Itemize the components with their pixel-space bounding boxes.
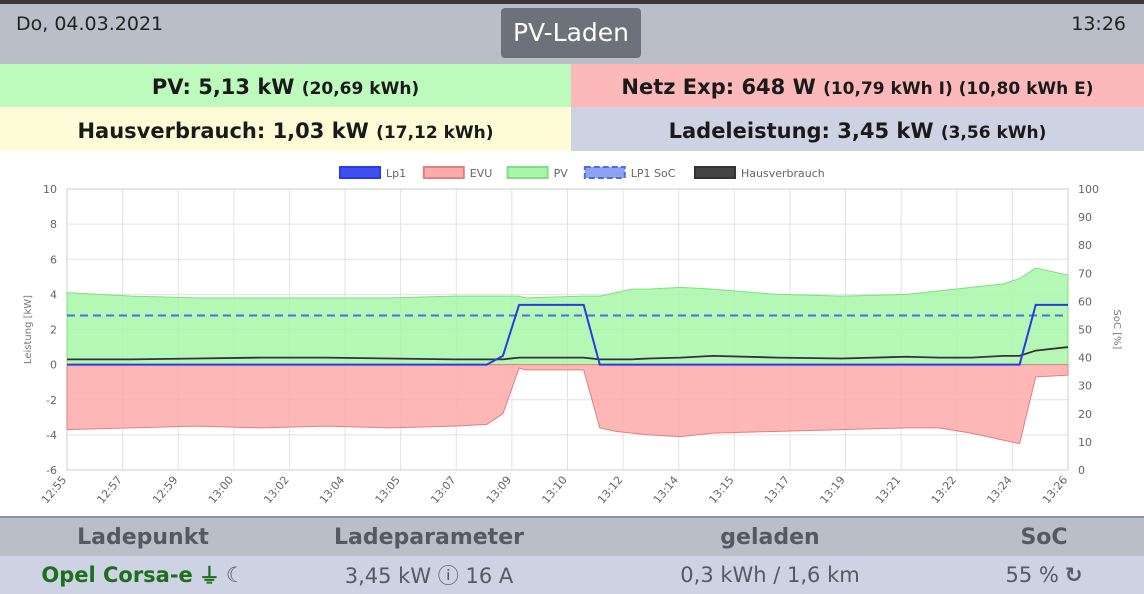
column-header-ladeparameter: Ladeparameter — [334, 524, 524, 550]
x-tick-label: 13:09 — [484, 474, 514, 507]
x-tick-label: 13:22 — [929, 474, 959, 507]
x-tick-label: 13:02 — [261, 474, 291, 507]
legend-swatch — [339, 166, 381, 179]
vehicle-name[interactable]: Opel Corsa-e — [41, 563, 193, 587]
x-tick-label: 12:57 — [95, 474, 125, 507]
charge-summary: Ladeleistung: 3,45 kW (3,56 kWh) — [571, 107, 1144, 151]
legend-label: EVU — [470, 167, 493, 180]
charge-energy: (3,56 kWh) — [940, 123, 1047, 143]
vehicle-cell[interactable]: Opel Corsa-e ⏚ ☾ — [28, 556, 258, 594]
y2-tick-label: 90 — [1078, 211, 1092, 224]
column-header-ladepunkt: Ladepunkt — [77, 524, 209, 550]
y-tick-label: 2 — [50, 324, 57, 337]
y2-axis-label: SoC [%] — [1111, 310, 1122, 350]
mode-title-button[interactable]: PV-Laden — [501, 8, 641, 58]
x-tick-label: 13:19 — [818, 474, 848, 507]
x-tick-label: 13:12 — [595, 474, 625, 507]
legend-swatch — [583, 166, 626, 179]
house-summary: Hausverbrauch: 1,03 kW (17,12 kWh) — [0, 107, 571, 151]
x-tick-label: 13:26 — [1040, 474, 1070, 507]
header-bar: Do, 04.03.2021 PV-Laden 13:26 — [0, 0, 1144, 64]
grid-value: Netz Exp: 648 W — [621, 75, 816, 99]
y-tick-label: -2 — [46, 394, 57, 407]
x-tick-label: 13:00 — [206, 474, 236, 507]
x-tick-label: 13:14 — [651, 474, 681, 507]
y2-tick-label: 60 — [1078, 295, 1092, 308]
x-tick-label: 13:21 — [873, 474, 903, 507]
y-tick-label: -4 — [46, 429, 57, 442]
charge-value: Ladeleistung: 3,45 kW — [668, 119, 934, 143]
y-tick-label: -6 — [46, 464, 57, 477]
legend-label: Lp1 — [386, 167, 406, 180]
refresh-icon[interactable]: ↻ — [1064, 563, 1083, 587]
x-tick-label: 13:07 — [428, 474, 458, 507]
y2-tick-label: 30 — [1078, 380, 1092, 393]
x-tick-label: 12:59 — [150, 474, 180, 507]
y-tick-label: 6 — [50, 253, 57, 266]
legend-swatch — [506, 166, 549, 179]
y-tick-label: 8 — [50, 218, 57, 231]
legend-swatch — [694, 166, 736, 179]
charged-amount: 0,3 kWh / 1,6 km — [680, 563, 860, 587]
legend-item[interactable]: Hausverbrauch — [694, 166, 825, 180]
header-time: 13:26 — [1071, 13, 1126, 35]
y2-tick-label: 50 — [1078, 324, 1092, 337]
y2-tick-label: 10 — [1078, 436, 1092, 449]
y-axis-label: Leistung [kW] — [23, 295, 34, 364]
grid-energy: (10,79 kWh I) (10,80 kWh E) — [823, 79, 1094, 99]
grid-summary: Netz Exp: 648 W (10,79 kWh I) (10,80 kWh… — [571, 64, 1144, 107]
x-tick-label: 12:55 — [39, 474, 69, 507]
house-value: Hausverbrauch: 1,03 kW — [77, 119, 369, 143]
charge-params[interactable]: 3,45 kW ⓘ 16 A — [344, 564, 514, 588]
chargepoint-row[interactable]: Opel Corsa-e ⏚ ☾ 3,45 kW ⓘ 16 A 0,3 kWh … — [0, 556, 1144, 594]
plug-icon: ⏚ — [198, 564, 220, 588]
chart-legend[interactable]: Lp1 EVU PV LP1 SoC Hausverbrauch — [339, 166, 825, 180]
legend-swatch — [422, 166, 465, 179]
legend-item[interactable]: EVU — [422, 166, 493, 180]
chart-lines — [67, 303, 1069, 366]
soc-value: 55 % — [1005, 563, 1059, 587]
pv-value: PV: 5,13 kW — [151, 75, 295, 99]
chargepoint-table-header: Ladepunkt Ladeparameter geladen SoC — [0, 516, 1144, 556]
legend-label: Hausverbrauch — [741, 167, 825, 180]
y-tick-label: 10 — [43, 183, 57, 196]
legend-item[interactable]: PV — [506, 166, 569, 180]
series-hausverbrauch-line — [67, 346, 1069, 361]
legend-label: LP1 SoC — [631, 167, 676, 180]
legend-label: PV — [554, 167, 569, 180]
x-tick-label: 13:15 — [706, 474, 736, 507]
series-lp1-line — [67, 303, 1068, 366]
pv-summary: PV: 5,13 kW (20,69 kWh) — [0, 64, 571, 107]
column-header-soc: SoC — [1020, 524, 1068, 550]
y2-tick-label: 100 — [1078, 183, 1099, 196]
y2-tick-label: 80 — [1078, 239, 1092, 252]
y2-tick-label: 20 — [1078, 408, 1092, 421]
column-header-geladen: geladen — [720, 524, 820, 550]
house-energy: (17,12 kWh) — [376, 123, 494, 143]
pv-energy: (20,69 kWh) — [301, 79, 420, 99]
x-tick-label: 13:05 — [373, 474, 403, 507]
legend-item[interactable]: Lp1 — [339, 166, 406, 180]
y2-tick-label: 40 — [1078, 352, 1092, 365]
x-tick-label: 13:24 — [984, 474, 1014, 507]
x-tick-label: 13:04 — [317, 474, 347, 507]
y-tick-label: 4 — [50, 288, 57, 301]
y2-tick-label: 70 — [1078, 267, 1092, 280]
moon-icon[interactable]: ☾ — [225, 563, 245, 587]
power-chart-svg: 1086420-2-4-6100908070605040302010012:55… — [23, 166, 1122, 507]
legend-item[interactable]: LP1 SoC — [583, 166, 676, 180]
y-tick-label: 0 — [50, 359, 57, 372]
x-tick-label: 13:17 — [762, 474, 792, 507]
header-date: Do, 04.03.2021 — [16, 13, 164, 35]
y2-tick-label: 0 — [1078, 464, 1085, 477]
series-evu-area — [66, 364, 1069, 445]
soc-cell[interactable]: 55 % ↻ — [960, 556, 1128, 594]
x-tick-label: 13:10 — [539, 474, 569, 507]
power-chart: 10 8 6 4 2 0 -2 -4 -6 100 90 80 70 60 50 40 30 20 10 0 12:55… — [0, 158, 1144, 515]
